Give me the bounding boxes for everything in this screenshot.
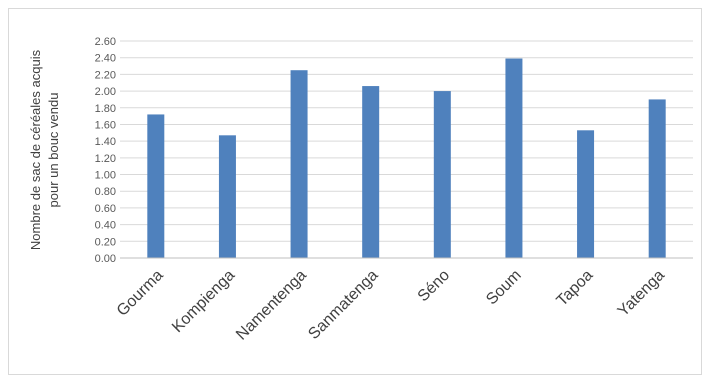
bar-tapoa <box>577 130 595 258</box>
y-tick-label: 0.40 <box>95 220 116 232</box>
y-axis-title-line-2: pour un bouc vendu <box>46 93 61 208</box>
bar-namentenga <box>290 70 308 258</box>
gridlines <box>120 40 693 242</box>
y-tick-label: 0.80 <box>95 186 116 198</box>
bar-séno <box>433 91 451 258</box>
x-tick-label: Yatenga <box>615 267 668 320</box>
y-axis-ticks: 0.00 0.20 0.40 0.60 0.80 1.00 1.20 1.40 1.60 1.80… <box>95 36 116 265</box>
bars <box>147 58 666 259</box>
x-tick-label: Soum <box>483 267 525 309</box>
x-tick-label: Séno <box>415 267 454 306</box>
y-tick-label: 0.00 <box>95 253 116 265</box>
bar-soum <box>505 58 523 259</box>
y-tick-label: 1.60 <box>95 119 116 131</box>
y-tick-label: 2.40 <box>95 53 116 65</box>
y-tick-label: 2.00 <box>95 86 116 98</box>
y-tick-label: 2.60 <box>95 36 116 48</box>
y-tick-label: 1.40 <box>95 136 116 148</box>
y-tick-label: 1.80 <box>95 103 116 115</box>
y-tick-label: 0.60 <box>95 203 116 215</box>
y-axis-title-line-1: Nombre de sac de céréales acquis <box>28 49 43 250</box>
bar-kompienga <box>218 135 236 258</box>
y-tick-label: 2.20 <box>95 69 116 81</box>
x-tick-label: Kompienga <box>169 267 238 336</box>
x-tick-label: Tapoa <box>554 267 597 310</box>
bar-gourma <box>147 114 165 258</box>
y-tick-label: 0.20 <box>95 236 116 248</box>
x-tick-label: Namentenga <box>233 267 310 344</box>
y-tick-label: 1.20 <box>95 153 116 165</box>
bar-sanmatenga <box>362 86 380 258</box>
x-tick-label: Sanmatenga <box>305 267 381 343</box>
x-tick-label: Gourma <box>114 267 167 320</box>
bar-yatenga <box>648 99 666 258</box>
y-tick-label: 1.00 <box>95 170 116 182</box>
